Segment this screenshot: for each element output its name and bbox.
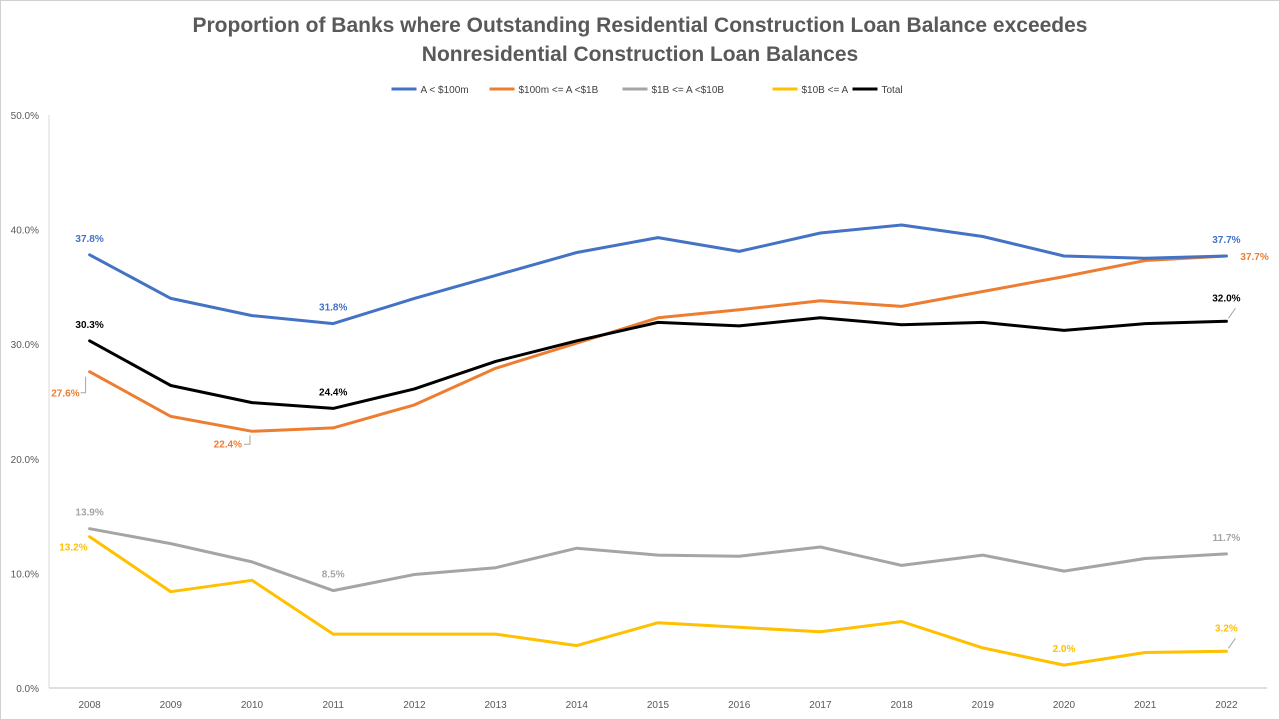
series-line <box>88 316 1228 410</box>
legend-label: A < $100m <box>421 85 469 96</box>
x-tick-label: 2018 <box>890 700 913 711</box>
data-label: 2.0% <box>1053 644 1076 655</box>
data-label: 11.7% <box>1212 533 1240 544</box>
x-tick-label: 2020 <box>1053 700 1076 711</box>
data-label: 37.7% <box>1212 235 1240 246</box>
data-label: 13.9% <box>75 508 103 519</box>
x-tick-label: 2019 <box>972 700 995 711</box>
data-label: 3.2% <box>1215 623 1238 634</box>
chart-data-labels: 37.8% 31.8% 37.7% 27.6% 22.4% 37.7% 13.9% 8.5% 1… <box>51 234 1269 655</box>
y-tick-label: 0.0% <box>16 684 39 695</box>
x-tick-label: 2014 <box>566 700 589 711</box>
data-label: 24.4% <box>319 387 347 398</box>
data-label: 13.2% <box>59 543 87 554</box>
x-tick-label: 2010 <box>241 700 264 711</box>
legend-label: $10B <= A <box>802 85 849 96</box>
data-label: 30.3% <box>75 320 103 331</box>
y-tick-label: 10.0% <box>11 569 39 580</box>
x-tick-label: 2012 <box>403 700 426 711</box>
data-label: 37.7% <box>1240 252 1268 263</box>
data-label: 22.4% <box>214 439 242 450</box>
chart-legend: A < $100m $100m <= A <$1B $1B <= A <$10B $1… <box>391 85 903 96</box>
label-leader-line <box>80 376 87 394</box>
data-label: 32.0% <box>1212 293 1240 304</box>
chart-axes: 0.0% 10.0% 20.0% 30.0% 40.0% 50.0% 2008 2009 201… <box>11 111 1267 711</box>
series-line <box>88 254 1228 433</box>
data-label: 8.5% <box>322 570 345 581</box>
data-label: 27.6% <box>51 389 79 400</box>
chart-title-line-2: Nonresidential Construction Loan Balance… <box>422 43 858 66</box>
legend-label: $1B <= A <$10B <box>652 85 725 96</box>
y-tick-label: 20.0% <box>11 455 39 466</box>
series-line <box>88 535 1228 667</box>
label-leader-line <box>1227 638 1236 649</box>
label-leader-line <box>244 435 251 445</box>
x-tick-label: 2017 <box>809 700 832 711</box>
series-line <box>88 223 1228 326</box>
x-tick-label: 2016 <box>728 700 751 711</box>
x-tick-label: 2022 <box>1215 700 1238 711</box>
legend-label: Total <box>882 85 903 96</box>
x-tick-label: 2021 <box>1134 700 1157 711</box>
x-tick-label: 2009 <box>160 700 183 711</box>
data-label: 37.8% <box>75 234 103 245</box>
series-line <box>88 527 1228 593</box>
chart-series <box>88 223 1228 667</box>
y-tick-label: 50.0% <box>11 111 39 122</box>
x-tick-label: 2011 <box>322 700 344 711</box>
legend-label: $100m <= A <$1B <box>519 85 599 96</box>
label-leader-line <box>1227 307 1236 319</box>
x-tick-label: 2008 <box>78 700 101 711</box>
x-tick-label: 2013 <box>484 700 507 711</box>
y-tick-label: 40.0% <box>11 226 39 237</box>
data-label: 31.8% <box>319 303 347 314</box>
chart-title-line-1: Proportion of Banks where Outstanding Re… <box>192 14 1087 37</box>
x-tick-label: 2015 <box>647 700 670 711</box>
y-tick-label: 30.0% <box>11 340 39 351</box>
